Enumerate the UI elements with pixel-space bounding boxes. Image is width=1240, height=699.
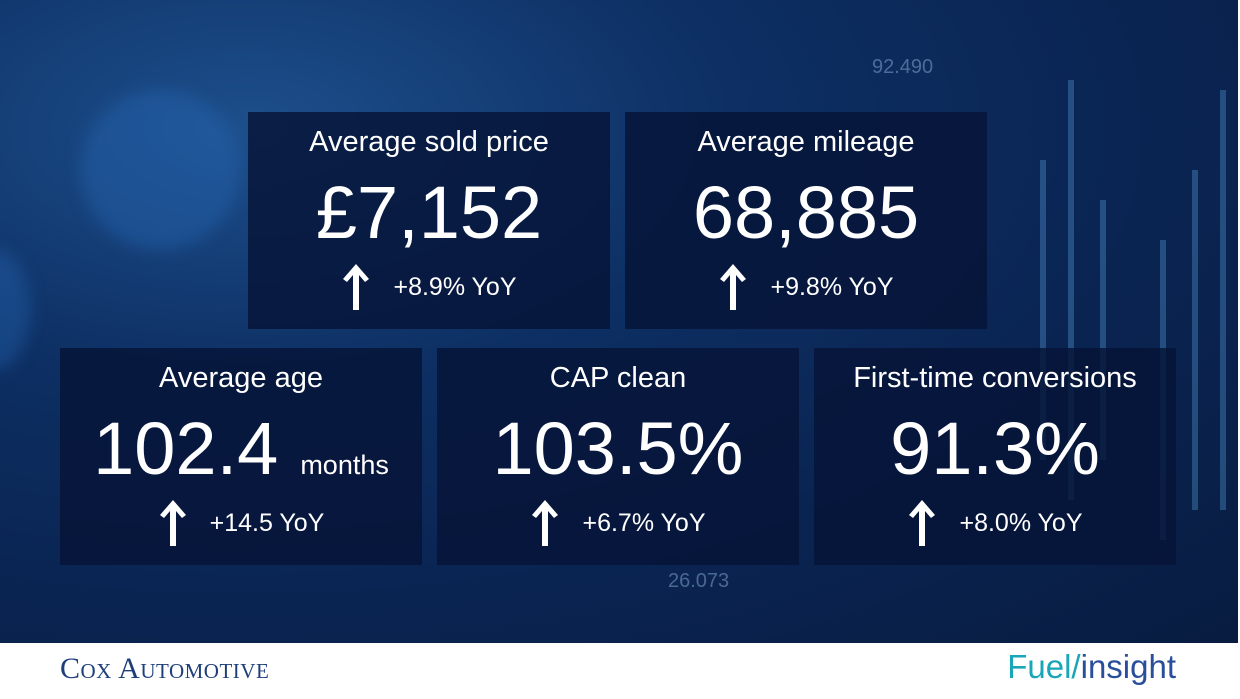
glow [80,90,240,250]
product-logo: Fuel/insight [1007,648,1176,686]
up-arrow [343,264,370,310]
kpi-change-row: +8.0% YoY [814,498,1176,548]
arrow-shape [159,500,186,546]
kpi-value-row: 103.5% [437,406,799,491]
kpi-title: Average sold price [309,126,549,158]
logo-part: Fuel/ [1007,648,1081,685]
kpi-change-row: +6.7% YoY [437,498,799,548]
kpi-title: CAP clean [549,362,687,394]
arrow-shape [343,264,370,310]
up-arrow [720,264,747,310]
kpi-value: 91.3% [890,407,1100,490]
bg-bar [1220,90,1226,510]
kpi-change-row: +8.9% YoY [248,262,610,312]
up-arrow [159,500,186,546]
glow [0,250,30,370]
bg-bar [1040,160,1046,460]
kpi-unit: months [300,450,389,480]
bg-bar [1068,80,1074,500]
bg-label: 26.073 [668,570,730,592]
bg-bar [1192,170,1198,510]
logo-part: insight [1080,648,1176,685]
kpi-value: 103.5% [492,407,744,490]
kpi-change: +8.0% YoY [959,508,1083,537]
kpi-change: +8.9% YoY [393,272,517,301]
kpi-value: 68,885 [692,171,920,254]
kpi-change-row: +14.5 YoY [60,498,422,548]
kpi-card: First-time conversions 91.3% +8.0% YoY [814,348,1176,565]
kpi-change: +9.8% YoY [770,272,894,301]
up-arrow [532,500,559,546]
kpi-change: +14.5 YoY [209,508,325,537]
kpi-value-row: £7,152 [248,170,610,255]
up-arrow [909,500,936,546]
bg-bar [1100,200,1106,460]
kpi-card: Average sold price £7,152 +8.9% YoY [248,112,610,329]
kpi-change: +6.7% YoY [582,508,706,537]
kpi-title: Average mileage [697,126,915,158]
arrow-shape [720,264,747,310]
kpi-value: £7,152 [315,171,543,254]
kpi-card: Average mileage 68,885 +9.8% YoY [625,112,987,329]
bg-label: 92.490 [872,56,934,78]
kpi-card: Average age 102.4 months +14.5 YoY [60,348,422,565]
kpi-value-row: 68,885 [625,170,987,255]
brand-logo: Cox Automotive [60,652,270,685]
kpi-value-row: 91.3% [814,406,1176,491]
arrow-shape [532,500,559,546]
kpi-change-row: +9.8% YoY [625,262,987,312]
kpi-value-row: 102.4 months [60,406,422,491]
kpi-title: First-time conversions [853,362,1137,394]
kpi-card: CAP clean 103.5% +6.7% YoY [437,348,799,565]
kpi-value: 102.4 [93,407,279,490]
kpi-title: Average age [159,362,323,394]
arrow-shape [909,500,936,546]
